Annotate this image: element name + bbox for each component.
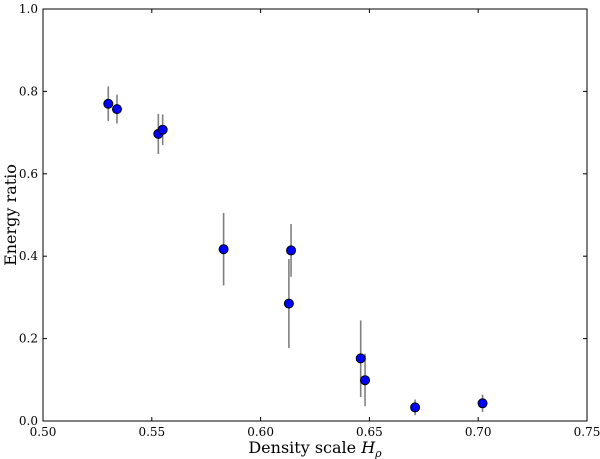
data-point [103, 98, 114, 109]
data-point [157, 124, 168, 135]
y-tick-label: 1.0 [19, 2, 38, 16]
plot-area [42, 8, 588, 422]
x-axis-label: Density scale Hρ [248, 438, 382, 459]
x-tick-label: 0.55 [138, 425, 165, 439]
data-points [103, 98, 488, 413]
x-tick-label: 0.65 [356, 425, 383, 439]
data-point [477, 398, 488, 409]
data-point [218, 244, 229, 255]
y-axis-label: Energy ratio [1, 164, 20, 266]
data-point [360, 375, 371, 386]
data-point [111, 104, 122, 115]
axis-ticks: 0.50 0.55 0.60 0.65 0.70 0.75 0.0 0.2 0.4 0.6 0.8 1… [19, 2, 600, 439]
x-tick-label: 0.50 [30, 425, 57, 439]
x-tick-label: 0.60 [247, 425, 274, 439]
data-point [283, 298, 294, 309]
y-tick-label: 0.4 [19, 249, 38, 263]
y-tick-label: 0.6 [19, 167, 38, 181]
data-point [286, 245, 297, 256]
x-tick-label: 0.75 [574, 425, 600, 439]
data-point [410, 402, 421, 413]
y-tick-label: 0.0 [19, 414, 38, 428]
y-tick-label: 0.2 [19, 332, 38, 346]
y-tick-label: 0.8 [19, 84, 38, 98]
data-point [355, 353, 366, 364]
x-tick-label: 0.70 [465, 425, 492, 439]
